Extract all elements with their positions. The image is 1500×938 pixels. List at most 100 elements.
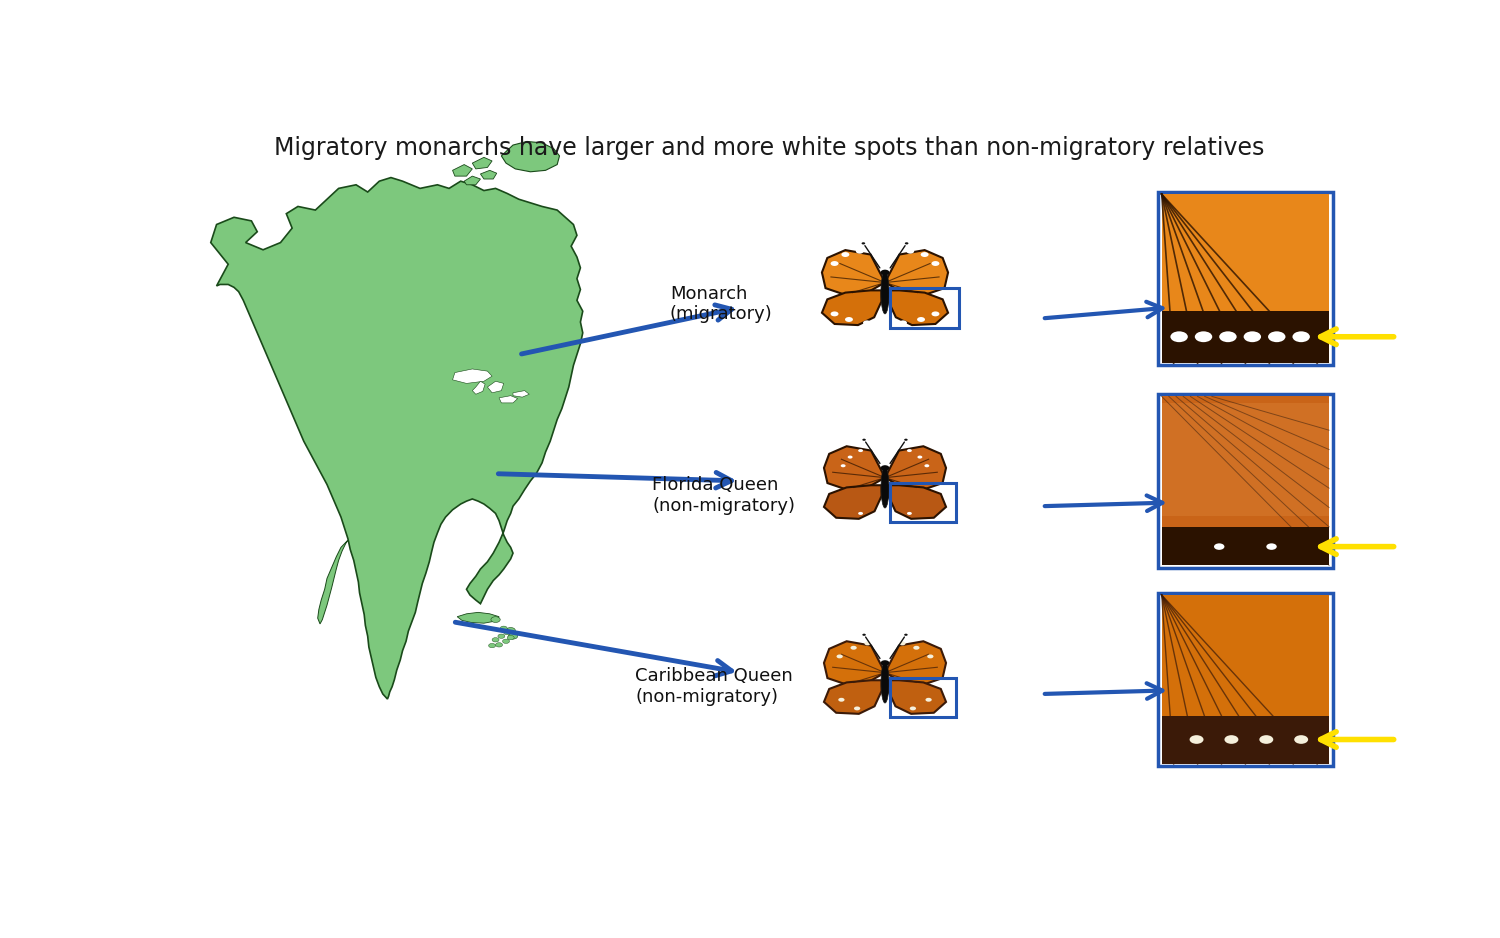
Circle shape bbox=[856, 249, 864, 253]
Bar bbox=[1161, 403, 1329, 516]
Polygon shape bbox=[488, 381, 504, 393]
Circle shape bbox=[1294, 735, 1308, 744]
Circle shape bbox=[831, 261, 839, 266]
Bar bbox=[1158, 593, 1332, 766]
Polygon shape bbox=[888, 680, 946, 714]
Text: Caribbean Queen
(non-migratory): Caribbean Queen (non-migratory) bbox=[634, 667, 794, 706]
Circle shape bbox=[840, 464, 846, 467]
Text: Florida Queen
(non-migratory): Florida Queen (non-migratory) bbox=[652, 476, 795, 515]
Circle shape bbox=[1196, 331, 1212, 342]
Circle shape bbox=[921, 252, 928, 257]
Circle shape bbox=[861, 242, 865, 245]
Circle shape bbox=[498, 634, 506, 639]
Polygon shape bbox=[885, 642, 946, 685]
Circle shape bbox=[908, 449, 912, 452]
Polygon shape bbox=[500, 396, 517, 403]
Circle shape bbox=[862, 439, 865, 441]
Circle shape bbox=[847, 456, 852, 459]
Circle shape bbox=[910, 706, 916, 710]
Polygon shape bbox=[822, 291, 882, 325]
Circle shape bbox=[1220, 331, 1236, 342]
Circle shape bbox=[853, 706, 859, 710]
Bar bbox=[1158, 394, 1332, 567]
Circle shape bbox=[862, 634, 865, 636]
Circle shape bbox=[858, 512, 862, 515]
Polygon shape bbox=[210, 177, 582, 699]
Bar bbox=[1161, 311, 1329, 363]
Circle shape bbox=[490, 616, 500, 623]
Polygon shape bbox=[824, 485, 882, 519]
Circle shape bbox=[932, 261, 939, 266]
Bar bbox=[890, 483, 957, 522]
Bar bbox=[1161, 595, 1329, 764]
Circle shape bbox=[914, 645, 920, 650]
Polygon shape bbox=[824, 446, 885, 490]
Polygon shape bbox=[464, 176, 480, 185]
Circle shape bbox=[500, 626, 507, 630]
Circle shape bbox=[906, 249, 914, 253]
Circle shape bbox=[837, 655, 843, 658]
Circle shape bbox=[495, 643, 502, 647]
Ellipse shape bbox=[880, 467, 890, 508]
Circle shape bbox=[904, 439, 908, 441]
Circle shape bbox=[507, 635, 515, 640]
Bar bbox=[1158, 192, 1332, 366]
Circle shape bbox=[864, 642, 870, 645]
Circle shape bbox=[1224, 735, 1239, 744]
Circle shape bbox=[503, 639, 510, 643]
Circle shape bbox=[839, 698, 844, 702]
Polygon shape bbox=[824, 642, 885, 685]
Bar bbox=[1161, 194, 1329, 363]
Polygon shape bbox=[888, 291, 948, 325]
Circle shape bbox=[1268, 331, 1286, 342]
Circle shape bbox=[489, 643, 495, 648]
Circle shape bbox=[1244, 331, 1262, 342]
Circle shape bbox=[900, 642, 906, 645]
Circle shape bbox=[880, 269, 890, 275]
Circle shape bbox=[862, 321, 871, 325]
Circle shape bbox=[492, 638, 500, 642]
Circle shape bbox=[898, 321, 908, 325]
Polygon shape bbox=[822, 250, 885, 295]
Circle shape bbox=[850, 645, 856, 650]
Circle shape bbox=[831, 311, 839, 316]
Polygon shape bbox=[480, 171, 496, 179]
Circle shape bbox=[1266, 543, 1276, 550]
Circle shape bbox=[858, 449, 862, 452]
Circle shape bbox=[918, 456, 922, 459]
Circle shape bbox=[926, 698, 932, 702]
Circle shape bbox=[916, 317, 926, 322]
Circle shape bbox=[880, 465, 890, 471]
Circle shape bbox=[904, 634, 908, 636]
Bar bbox=[1161, 716, 1329, 764]
Polygon shape bbox=[453, 369, 492, 384]
Circle shape bbox=[504, 630, 510, 635]
Circle shape bbox=[1260, 735, 1274, 744]
Polygon shape bbox=[513, 390, 529, 397]
Circle shape bbox=[1214, 543, 1224, 550]
Bar bbox=[890, 678, 957, 717]
Polygon shape bbox=[501, 142, 560, 172]
Circle shape bbox=[1190, 735, 1203, 744]
Circle shape bbox=[506, 628, 516, 633]
Polygon shape bbox=[472, 158, 492, 169]
Circle shape bbox=[904, 242, 909, 245]
Polygon shape bbox=[453, 164, 472, 176]
Circle shape bbox=[927, 655, 933, 658]
Circle shape bbox=[932, 311, 939, 316]
Bar bbox=[891, 288, 958, 328]
Circle shape bbox=[908, 512, 912, 515]
Text: Monarch
(migratory): Monarch (migratory) bbox=[670, 284, 772, 324]
Polygon shape bbox=[824, 680, 882, 714]
Polygon shape bbox=[885, 250, 948, 295]
Polygon shape bbox=[885, 446, 946, 490]
Polygon shape bbox=[888, 485, 946, 519]
Circle shape bbox=[842, 252, 849, 257]
Bar bbox=[1161, 397, 1329, 566]
Polygon shape bbox=[472, 381, 484, 394]
Circle shape bbox=[844, 317, 853, 322]
Ellipse shape bbox=[880, 662, 890, 703]
Ellipse shape bbox=[880, 271, 890, 314]
Text: Migratory monarchs have larger and more white spots than non-migratory relatives: Migratory monarchs have larger and more … bbox=[273, 136, 1264, 159]
Circle shape bbox=[880, 660, 890, 666]
